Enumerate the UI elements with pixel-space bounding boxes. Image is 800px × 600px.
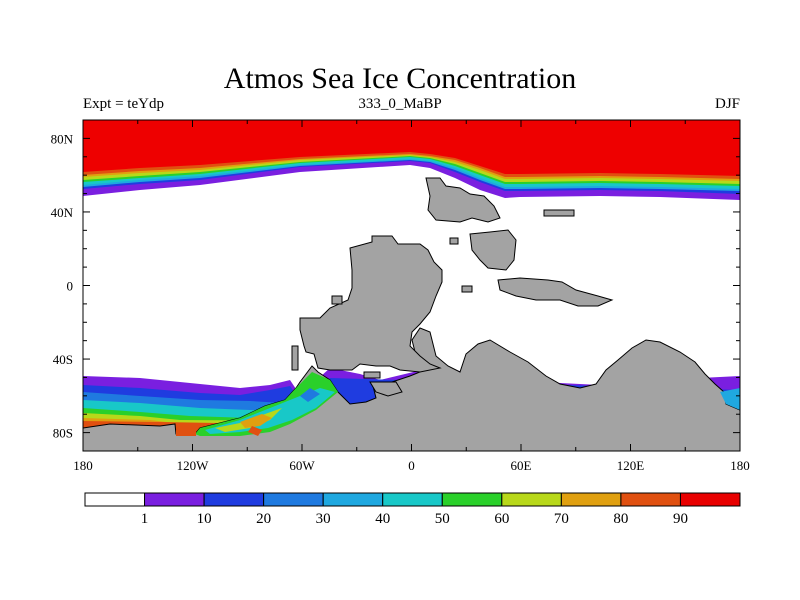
colorbar-swatch — [84, 492, 146, 507]
latitude-axis: 80N 40N 0 40S 80S — [51, 119, 740, 452]
colorbar-label: 50 — [435, 511, 450, 527]
colorbar-label: 90 — [673, 511, 688, 527]
lon-tick-label: 180 — [730, 458, 750, 473]
colorbar-swatch — [382, 492, 443, 507]
colorbar-label: 80 — [613, 511, 628, 527]
time-label: 333_0_MaBP — [358, 96, 442, 112]
lon-tick-label: 120W — [177, 458, 210, 473]
lon-tick-label: 180 — [73, 458, 93, 473]
colorbar-label: 20 — [256, 511, 271, 527]
lat-tick-label: 80S — [53, 426, 73, 441]
experiment-label: Expt = teYdp — [83, 96, 164, 112]
lon-tick-label: 60E — [511, 458, 532, 473]
colorbar-swatch — [679, 492, 741, 507]
colorbar-label: 30 — [316, 511, 331, 527]
colorbar-label: 60 — [494, 511, 509, 527]
colorbar-label: 70 — [554, 511, 569, 527]
colorbar-swatch — [263, 492, 324, 507]
colorbar-swatch — [322, 492, 384, 507]
lon-tick-label: 120E — [617, 458, 645, 473]
colorbar-swatch — [441, 492, 503, 507]
season-label: DJF — [714, 96, 740, 112]
lat-tick-label: 40S — [53, 352, 73, 367]
colorbar-swatch — [620, 492, 681, 507]
colorbar-label: 10 — [197, 511, 212, 527]
lon-tick-label: 60W — [289, 458, 315, 473]
land-sea-ice — [176, 372, 740, 436]
colorbar-swatch — [501, 492, 562, 507]
map-title: Atmos Sea Ice Concentration — [223, 62, 577, 95]
colorbar: 1 10 20 30 40 50 60 70 80 90 — [84, 492, 741, 527]
colorbar-swatch — [560, 492, 622, 507]
colorbar-swatch — [144, 492, 205, 507]
lon-tick-label: 0 — [408, 458, 415, 473]
longitude-axis: 180 120W 60W 0 60E 120E 180 — [73, 120, 750, 473]
map-plot — [83, 120, 740, 451]
north-sea-ice — [83, 120, 740, 200]
lat-tick-label: 0 — [67, 279, 74, 294]
lat-tick-label: 80N — [51, 131, 74, 146]
colorbar-swatch — [203, 492, 265, 507]
lat-tick-label: 40N — [51, 205, 74, 220]
colorbar-label: 1 — [141, 511, 149, 527]
colorbar-label: 40 — [375, 511, 390, 527]
